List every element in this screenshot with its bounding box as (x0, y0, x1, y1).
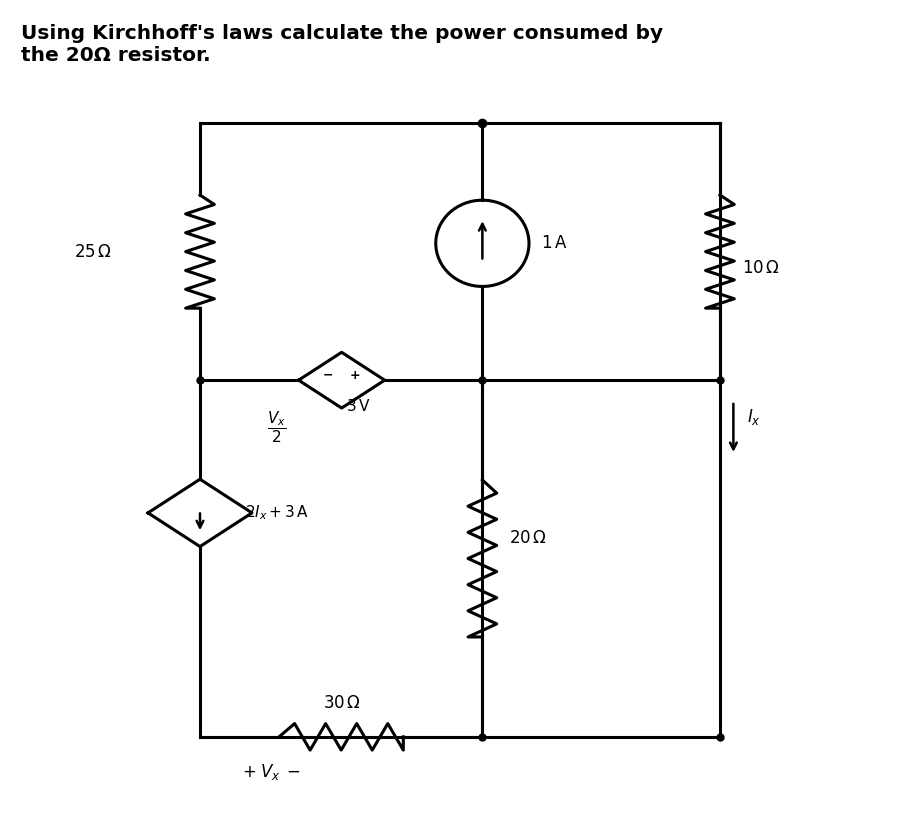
Text: $2I_x + 3\,\mathrm{A}$: $2I_x + 3\,\mathrm{A}$ (244, 504, 309, 522)
Text: $- 3\,\mathrm{V}$: $- 3\,\mathrm{V}$ (335, 398, 372, 414)
Text: $I_x$: $I_x$ (747, 407, 760, 428)
Text: −: − (323, 369, 334, 382)
Text: $25\,\Omega$: $25\,\Omega$ (75, 243, 113, 261)
Text: $20\,\Omega$: $20\,\Omega$ (510, 529, 548, 547)
Text: $10\,\Omega$: $10\,\Omega$ (742, 259, 780, 277)
Text: $\dfrac{V_x}{2}$: $\dfrac{V_x}{2}$ (267, 409, 287, 445)
Text: $+\;V_x\;-$: $+\;V_x\;-$ (242, 762, 301, 782)
Text: $1\,\mathrm{A}$: $1\,\mathrm{A}$ (540, 235, 567, 252)
Text: the 20Ω resistor.: the 20Ω resistor. (21, 46, 210, 65)
Text: Using Kirchhoff's laws calculate the power consumed by: Using Kirchhoff's laws calculate the pow… (21, 23, 663, 43)
Text: $30\,\Omega$: $30\,\Omega$ (323, 694, 361, 712)
Text: +: + (350, 369, 361, 382)
